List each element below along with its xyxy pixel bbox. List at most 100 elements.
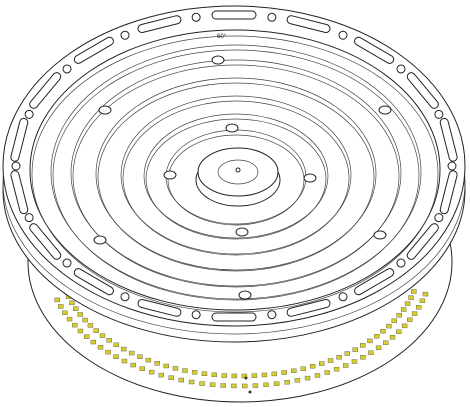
led bbox=[105, 349, 111, 355]
concentric-rings bbox=[50, 44, 422, 301]
slot bbox=[73, 36, 114, 64]
led bbox=[82, 317, 88, 323]
boss bbox=[238, 290, 252, 300]
led bbox=[73, 306, 79, 311]
board-hole bbox=[248, 390, 252, 394]
led bbox=[319, 361, 325, 366]
led-ring bbox=[54, 289, 429, 389]
led bbox=[375, 345, 382, 351]
led bbox=[408, 295, 414, 300]
led bbox=[188, 379, 195, 385]
led bbox=[373, 333, 380, 339]
led bbox=[344, 351, 351, 356]
bolt-hole bbox=[447, 161, 457, 171]
led bbox=[139, 366, 145, 371]
led bbox=[383, 340, 389, 345]
slot bbox=[211, 312, 257, 322]
led bbox=[309, 364, 316, 369]
led bbox=[263, 382, 269, 388]
led bbox=[400, 307, 407, 312]
led bbox=[158, 372, 164, 378]
slot bbox=[10, 117, 29, 162]
boss bbox=[378, 105, 392, 115]
led bbox=[66, 316, 73, 322]
led bbox=[148, 369, 155, 375]
led bbox=[380, 329, 386, 334]
led bbox=[389, 335, 396, 340]
led bbox=[182, 368, 188, 373]
ring-edge bbox=[122, 100, 350, 256]
led bbox=[273, 381, 280, 386]
led bbox=[411, 311, 418, 316]
led bbox=[106, 338, 112, 343]
bolt-hole bbox=[62, 258, 72, 268]
led bbox=[327, 358, 334, 363]
boss bbox=[373, 230, 387, 240]
rim-slots bbox=[10, 10, 458, 322]
led bbox=[58, 304, 64, 309]
bolt-hole bbox=[191, 310, 201, 320]
boss bbox=[225, 123, 239, 133]
bolt-hole bbox=[120, 292, 130, 302]
bolt-hole bbox=[120, 30, 130, 40]
ring bbox=[50, 44, 422, 300]
led bbox=[411, 289, 417, 294]
led bbox=[324, 370, 330, 375]
hub-inner bbox=[217, 159, 259, 185]
led bbox=[69, 300, 75, 306]
slot bbox=[354, 268, 395, 296]
ring-edge bbox=[145, 118, 327, 240]
boss bbox=[211, 55, 225, 65]
board-hole bbox=[244, 376, 248, 380]
boss bbox=[235, 227, 249, 237]
slot bbox=[29, 223, 62, 260]
led bbox=[396, 312, 402, 318]
led bbox=[336, 354, 342, 360]
bolt-hole bbox=[11, 161, 21, 171]
led bbox=[391, 318, 397, 323]
led bbox=[419, 298, 426, 303]
led bbox=[407, 317, 413, 323]
led bbox=[231, 383, 237, 389]
boss bbox=[98, 105, 112, 115]
led bbox=[113, 354, 119, 359]
led bbox=[121, 346, 127, 352]
bolt-hole bbox=[396, 64, 406, 74]
ring-edge bbox=[97, 82, 375, 272]
led bbox=[368, 350, 374, 355]
slot bbox=[137, 15, 182, 34]
ring bbox=[120, 95, 352, 255]
led bbox=[145, 357, 152, 363]
led bbox=[231, 373, 238, 379]
led bbox=[314, 373, 321, 378]
boss bbox=[163, 170, 177, 180]
led bbox=[333, 366, 340, 372]
slot bbox=[211, 10, 257, 20]
led bbox=[351, 359, 358, 364]
angle-label: 60° bbox=[217, 34, 227, 40]
led bbox=[360, 343, 366, 348]
led bbox=[252, 383, 259, 388]
led bbox=[137, 354, 143, 359]
ring-edge bbox=[167, 134, 305, 226]
ring bbox=[70, 59, 402, 287]
led bbox=[168, 375, 174, 380]
led bbox=[163, 363, 169, 369]
led bbox=[220, 383, 226, 388]
led bbox=[404, 301, 411, 306]
led bbox=[72, 322, 78, 328]
slot bbox=[10, 170, 29, 215]
ring bbox=[143, 113, 329, 239]
led bbox=[367, 338, 373, 344]
ring bbox=[95, 77, 377, 271]
led bbox=[396, 329, 402, 334]
led bbox=[422, 291, 429, 297]
slot bbox=[73, 268, 114, 296]
led bbox=[54, 297, 60, 303]
led bbox=[77, 312, 83, 317]
inner-step-edge bbox=[31, 35, 439, 313]
led bbox=[281, 370, 287, 375]
led bbox=[191, 370, 198, 375]
